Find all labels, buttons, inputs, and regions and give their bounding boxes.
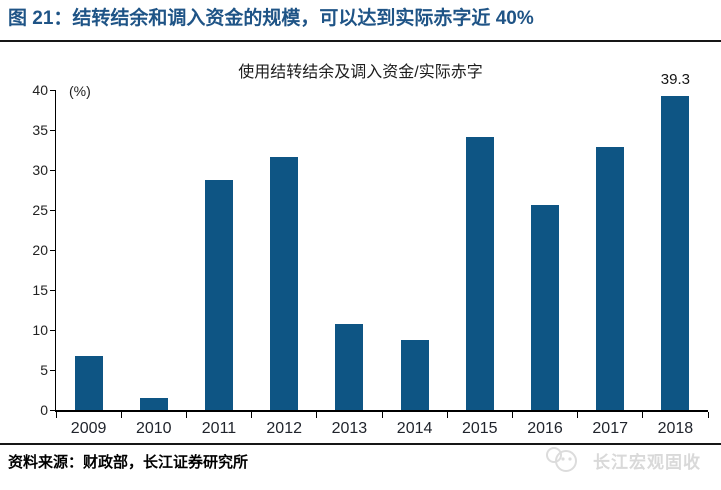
x-axis-label-2015: 2015: [461, 420, 498, 437]
brand-mascot-icon: [546, 447, 577, 472]
y-axis-tick-label: 10: [32, 322, 48, 338]
bar-2009: [74, 356, 103, 410]
y-axis-tick: [50, 329, 56, 331]
footer-divider: [0, 443, 721, 445]
bar-2011: [205, 179, 233, 410]
y-axis-tick: [50, 369, 56, 371]
chart-title: 使用结转结余及调入资金/实际赤字: [238, 64, 483, 81]
y-axis-unit-label: (%): [69, 83, 91, 99]
x-axis-tick: [642, 412, 644, 418]
bar-2013: [335, 323, 364, 410]
x-axis-label-2018: 2018: [657, 420, 694, 437]
bar-2012: [270, 157, 299, 410]
x-axis-tick: [120, 412, 122, 418]
plot-area: (%) 0 5 10 15 20 25 30 35 40 2009 2010 2011 2012 2013…: [32, 71, 709, 437]
source-note: 资料来源：财政部，长江证券研究所: [8, 454, 249, 471]
y-axis-tick: [50, 129, 56, 131]
bar-2018: [661, 95, 690, 410]
brand-watermark: 长江宏观固收: [542, 446, 701, 474]
y-axis-tick-label: 40: [32, 82, 48, 98]
bar-2016: [531, 205, 559, 410]
y-axis-tick-label: 15: [32, 282, 48, 298]
x-axis-tick: [446, 412, 448, 418]
x-axis-tick: [316, 412, 318, 418]
y-axis-tick-label: 30: [32, 162, 48, 178]
x-axis-tick: [511, 412, 513, 418]
y-axis-tick-label: 35: [32, 122, 48, 138]
x-axis-tick: [577, 412, 579, 418]
x-axis-label-2013: 2013: [331, 420, 368, 437]
y-axis-tick: [50, 169, 56, 171]
x-axis-label-2014: 2014: [396, 420, 433, 437]
x-axis-label-2009: 2009: [70, 420, 107, 437]
x-axis-label-2016: 2016: [527, 420, 563, 437]
y-axis-tick-label: 0: [40, 402, 48, 418]
x-axis-tick: [55, 412, 57, 418]
y-axis-tick: [50, 209, 56, 211]
x-axis-tick: [185, 412, 187, 418]
x-axis-tick: [251, 412, 253, 418]
figure-title: 图 21：结转结余和调入资金的规模，可以达到实际赤字近 40%: [8, 8, 534, 29]
y-axis-tick-label: 20: [32, 242, 48, 258]
y-axis-tick: [50, 89, 56, 91]
bar-value-label: 39.3: [660, 70, 690, 88]
x-axis-tick: [707, 412, 709, 418]
x-axis-label-2017: 2017: [592, 420, 628, 437]
x-axis-label-2012: 2012: [266, 420, 302, 437]
y-axis-tick-label: 5: [40, 362, 48, 378]
brand-name: 长江宏观固收: [593, 452, 701, 472]
y-axis-tick-label: 25: [32, 202, 48, 218]
bar-2015: [465, 137, 494, 410]
bar-2014: [400, 340, 429, 410]
y-axis-tick: [50, 409, 56, 411]
x-axis-tick: [381, 412, 383, 418]
x-axis-label-2011: 2011: [201, 420, 237, 437]
bar-2010: [139, 398, 168, 410]
bar-2017: [596, 146, 625, 410]
header-divider: [0, 40, 721, 42]
y-axis-tick: [50, 249, 56, 251]
x-axis-label-2010: 2010: [135, 420, 172, 437]
y-axis-tick: [50, 289, 56, 291]
